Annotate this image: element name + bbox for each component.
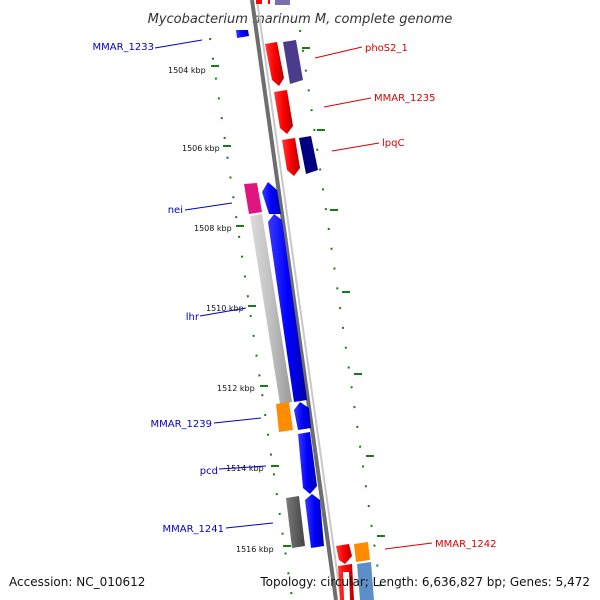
- feature-mmar-1239-neighbor: [294, 402, 311, 430]
- gene-label-mmar-1233: MMAR_1233: [93, 42, 155, 53]
- feature-mmar-1242: [336, 544, 352, 564]
- gene-label-phos2-1: phoS2_1: [365, 43, 408, 54]
- tick-label: 1510 kbp: [206, 304, 244, 313]
- tick-labels: 1504 kbp 1506 kbp 1508 kbp 1510 kbp 1512…: [168, 66, 274, 554]
- feature-lpqc-neighbor: [299, 136, 318, 174]
- gene-features: [236, 0, 374, 600]
- feature-mmar-1241: [286, 496, 305, 548]
- gene-label-mmar-1239: MMAR_1239: [151, 419, 213, 430]
- feature-top-purple: [275, 0, 290, 5]
- feature-mmar-1235: [274, 90, 293, 134]
- tick-label: 1508 kbp: [194, 224, 232, 233]
- feature-mmar-1241-neighbor: [305, 494, 324, 548]
- feature-pcd: [298, 432, 317, 494]
- gene-label-mmar-1241: MMAR_1241: [163, 524, 225, 535]
- gene-label-nei: nei: [168, 205, 183, 216]
- feature-lhr: [250, 214, 292, 404]
- feature-mmar-1242-neighbor: [354, 542, 370, 562]
- genome-backbone: [250, 0, 342, 600]
- left-gene-labels: MMAR_1233 nei lhr MMAR_1239 pcd MMAR_124…: [93, 39, 274, 535]
- feature-nei-neighbor: [262, 182, 281, 214]
- gene-label-lpqc: lpqC: [382, 138, 404, 149]
- tick-label: 1512 kbp: [217, 384, 255, 393]
- gene-label-mmar-1235: MMAR_1235: [374, 93, 436, 104]
- gene-label-pcd: pcd: [200, 466, 218, 477]
- feature-phos2-1: [265, 42, 284, 86]
- feature-lpqc: [282, 138, 300, 176]
- feature-nei: [244, 183, 262, 214]
- feature-phos2-1-neighbor: [283, 40, 303, 84]
- feature-bottom-white: [343, 572, 350, 600]
- feature-lhr-neighbor: [268, 214, 307, 402]
- tick-label: 1516 kbp: [236, 545, 274, 554]
- major-ticks: [211, 47, 385, 547]
- tick-label: 1506 kbp: [182, 144, 220, 153]
- tick-label: 1514 kbp: [226, 464, 264, 473]
- accession-text: Accession: NC_010612: [9, 575, 145, 589]
- right-gene-labels: phoS2_1 MMAR_1235 lpqC MMAR_1242: [314, 43, 497, 550]
- feature-mmar-1233: [236, 30, 249, 38]
- gene-label-lhr: lhr: [186, 312, 200, 323]
- tick-label: 1504 kbp: [168, 66, 206, 75]
- gene-label-mmar-1242: MMAR_1242: [435, 539, 497, 550]
- feature-top-white: [262, 0, 268, 4]
- feature-mmar-1239: [276, 402, 293, 432]
- genome-summary-text: Topology: circular; Length: 6,636,827 bp…: [259, 575, 590, 589]
- feature-bottom-blue: [357, 562, 374, 600]
- map-title: Mycobacterium marinum M, complete genome: [148, 12, 453, 27]
